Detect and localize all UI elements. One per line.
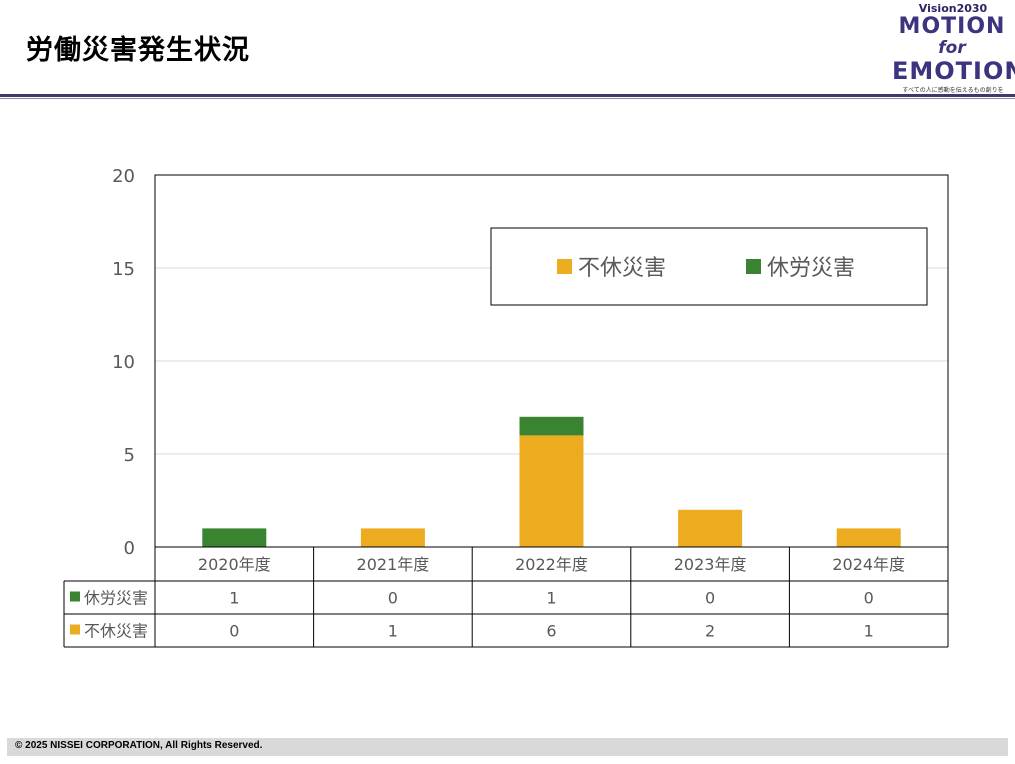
legend-swatch — [557, 259, 572, 274]
table-cell-value: 0 — [229, 622, 239, 641]
table-cell-value: 0 — [705, 589, 715, 608]
legend-swatch — [746, 259, 761, 274]
bar — [519, 435, 584, 547]
table-cell-value: 6 — [546, 622, 556, 641]
bar — [360, 528, 425, 547]
y-tick-label: 20 — [112, 166, 135, 187]
table-row-label: 不休災害 — [84, 622, 148, 641]
bar — [519, 416, 584, 436]
footer-bar: © 2025 NISSEI CORPORATION, All Rights Re… — [7, 738, 1008, 756]
category-label: 2024年度 — [832, 555, 905, 574]
y-tick-label: 15 — [112, 259, 135, 280]
table-row-label: 休労災害 — [84, 589, 148, 608]
table-cell-value: 0 — [864, 589, 874, 608]
table-cell-value: 1 — [546, 589, 556, 608]
plot-frame — [154, 174, 949, 548]
bar — [836, 528, 901, 547]
table-legend-swatch — [70, 624, 80, 635]
page-title: 労働災害発生状況 — [26, 35, 250, 66]
chart-legend: 不休災害 休労災害 — [490, 227, 928, 306]
y-tick-label: 0 — [124, 538, 135, 559]
logo-emotion-text: EMOTION — [892, 57, 1015, 85]
bar — [202, 528, 267, 547]
table-cell-value: 0 — [388, 589, 398, 608]
bars — [202, 416, 901, 547]
title-rule-thin — [0, 98, 1015, 99]
legend-label: 不休災害 — [578, 256, 666, 281]
y-tick-label: 5 — [124, 445, 135, 466]
company-logo: Vision2030 MOTION for EMOTION すべての人に感動を伝… — [892, 2, 1015, 94]
logo-for-text: for — [938, 38, 966, 58]
table-cell-value: 1 — [229, 589, 239, 608]
table-cell-value: 1 — [864, 622, 874, 641]
table-legend-swatch — [70, 591, 80, 602]
logo-vision-text: Vision2030 — [918, 2, 988, 15]
bar — [678, 509, 743, 547]
table-cell-value: 1 — [388, 622, 398, 641]
legend-label: 休労災害 — [767, 256, 855, 281]
logo-motion-text: MOTION — [898, 14, 1006, 39]
category-label: 2020年度 — [198, 555, 271, 574]
logo-tagline: すべての人に感動を伝えるもの創りを — [902, 87, 1004, 94]
plot-border — [154, 174, 949, 548]
category-label: 2021年度 — [357, 555, 430, 574]
y-axis-ticks: 0 5 10 15 20 — [112, 166, 135, 559]
table-cell-value: 2 — [705, 622, 715, 641]
y-tick-label: 10 — [112, 352, 135, 373]
category-label: 2022年度 — [515, 555, 588, 574]
category-label: 2023年度 — [674, 555, 747, 574]
copyright-text: © 2025 NISSEI CORPORATION, All Rights Re… — [15, 740, 263, 751]
legend-box — [490, 227, 928, 306]
title-rule — [0, 94, 1015, 97]
